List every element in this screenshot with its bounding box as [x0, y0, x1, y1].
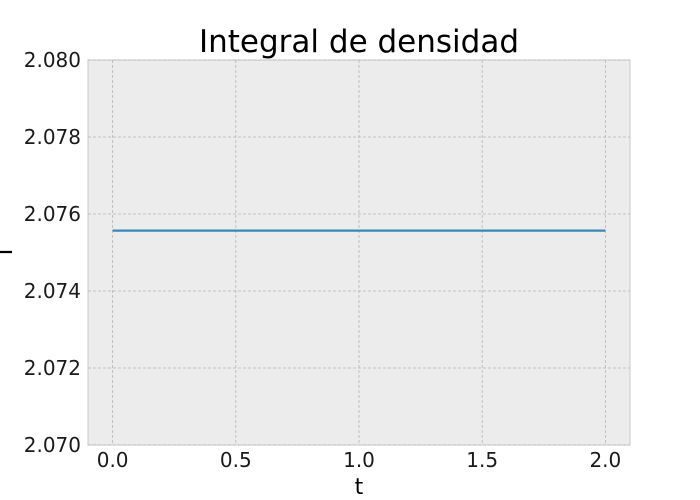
y-tick-label: 2.078 — [24, 125, 81, 149]
chart-title: Integral de densidad — [199, 24, 519, 60]
x-axis-label: t — [355, 475, 364, 500]
x-tick-label: 0.5 — [220, 448, 252, 472]
x-tick-label: 1.5 — [466, 448, 498, 472]
x-tick-label: 1.0 — [343, 448, 375, 472]
y-tick-label: 2.074 — [24, 279, 81, 303]
x-tick-labels: 0.0 0.5 1.0 1.5 2.0 — [97, 448, 622, 472]
y-tick-label: 2.076 — [24, 202, 81, 226]
y-tick-label: 2.070 — [24, 433, 81, 457]
grid-lines — [88, 59, 630, 446]
y-tick-label: 2.080 — [24, 48, 81, 72]
y-tick-labels: 2.070 2.072 2.074 2.076 2.078 2.080 — [24, 48, 81, 457]
y-axis-label: I — [0, 249, 18, 256]
x-tick-label: 2.0 — [589, 448, 621, 472]
y-tick-label: 2.072 — [24, 356, 81, 380]
x-tick-label: 0.0 — [97, 448, 129, 472]
